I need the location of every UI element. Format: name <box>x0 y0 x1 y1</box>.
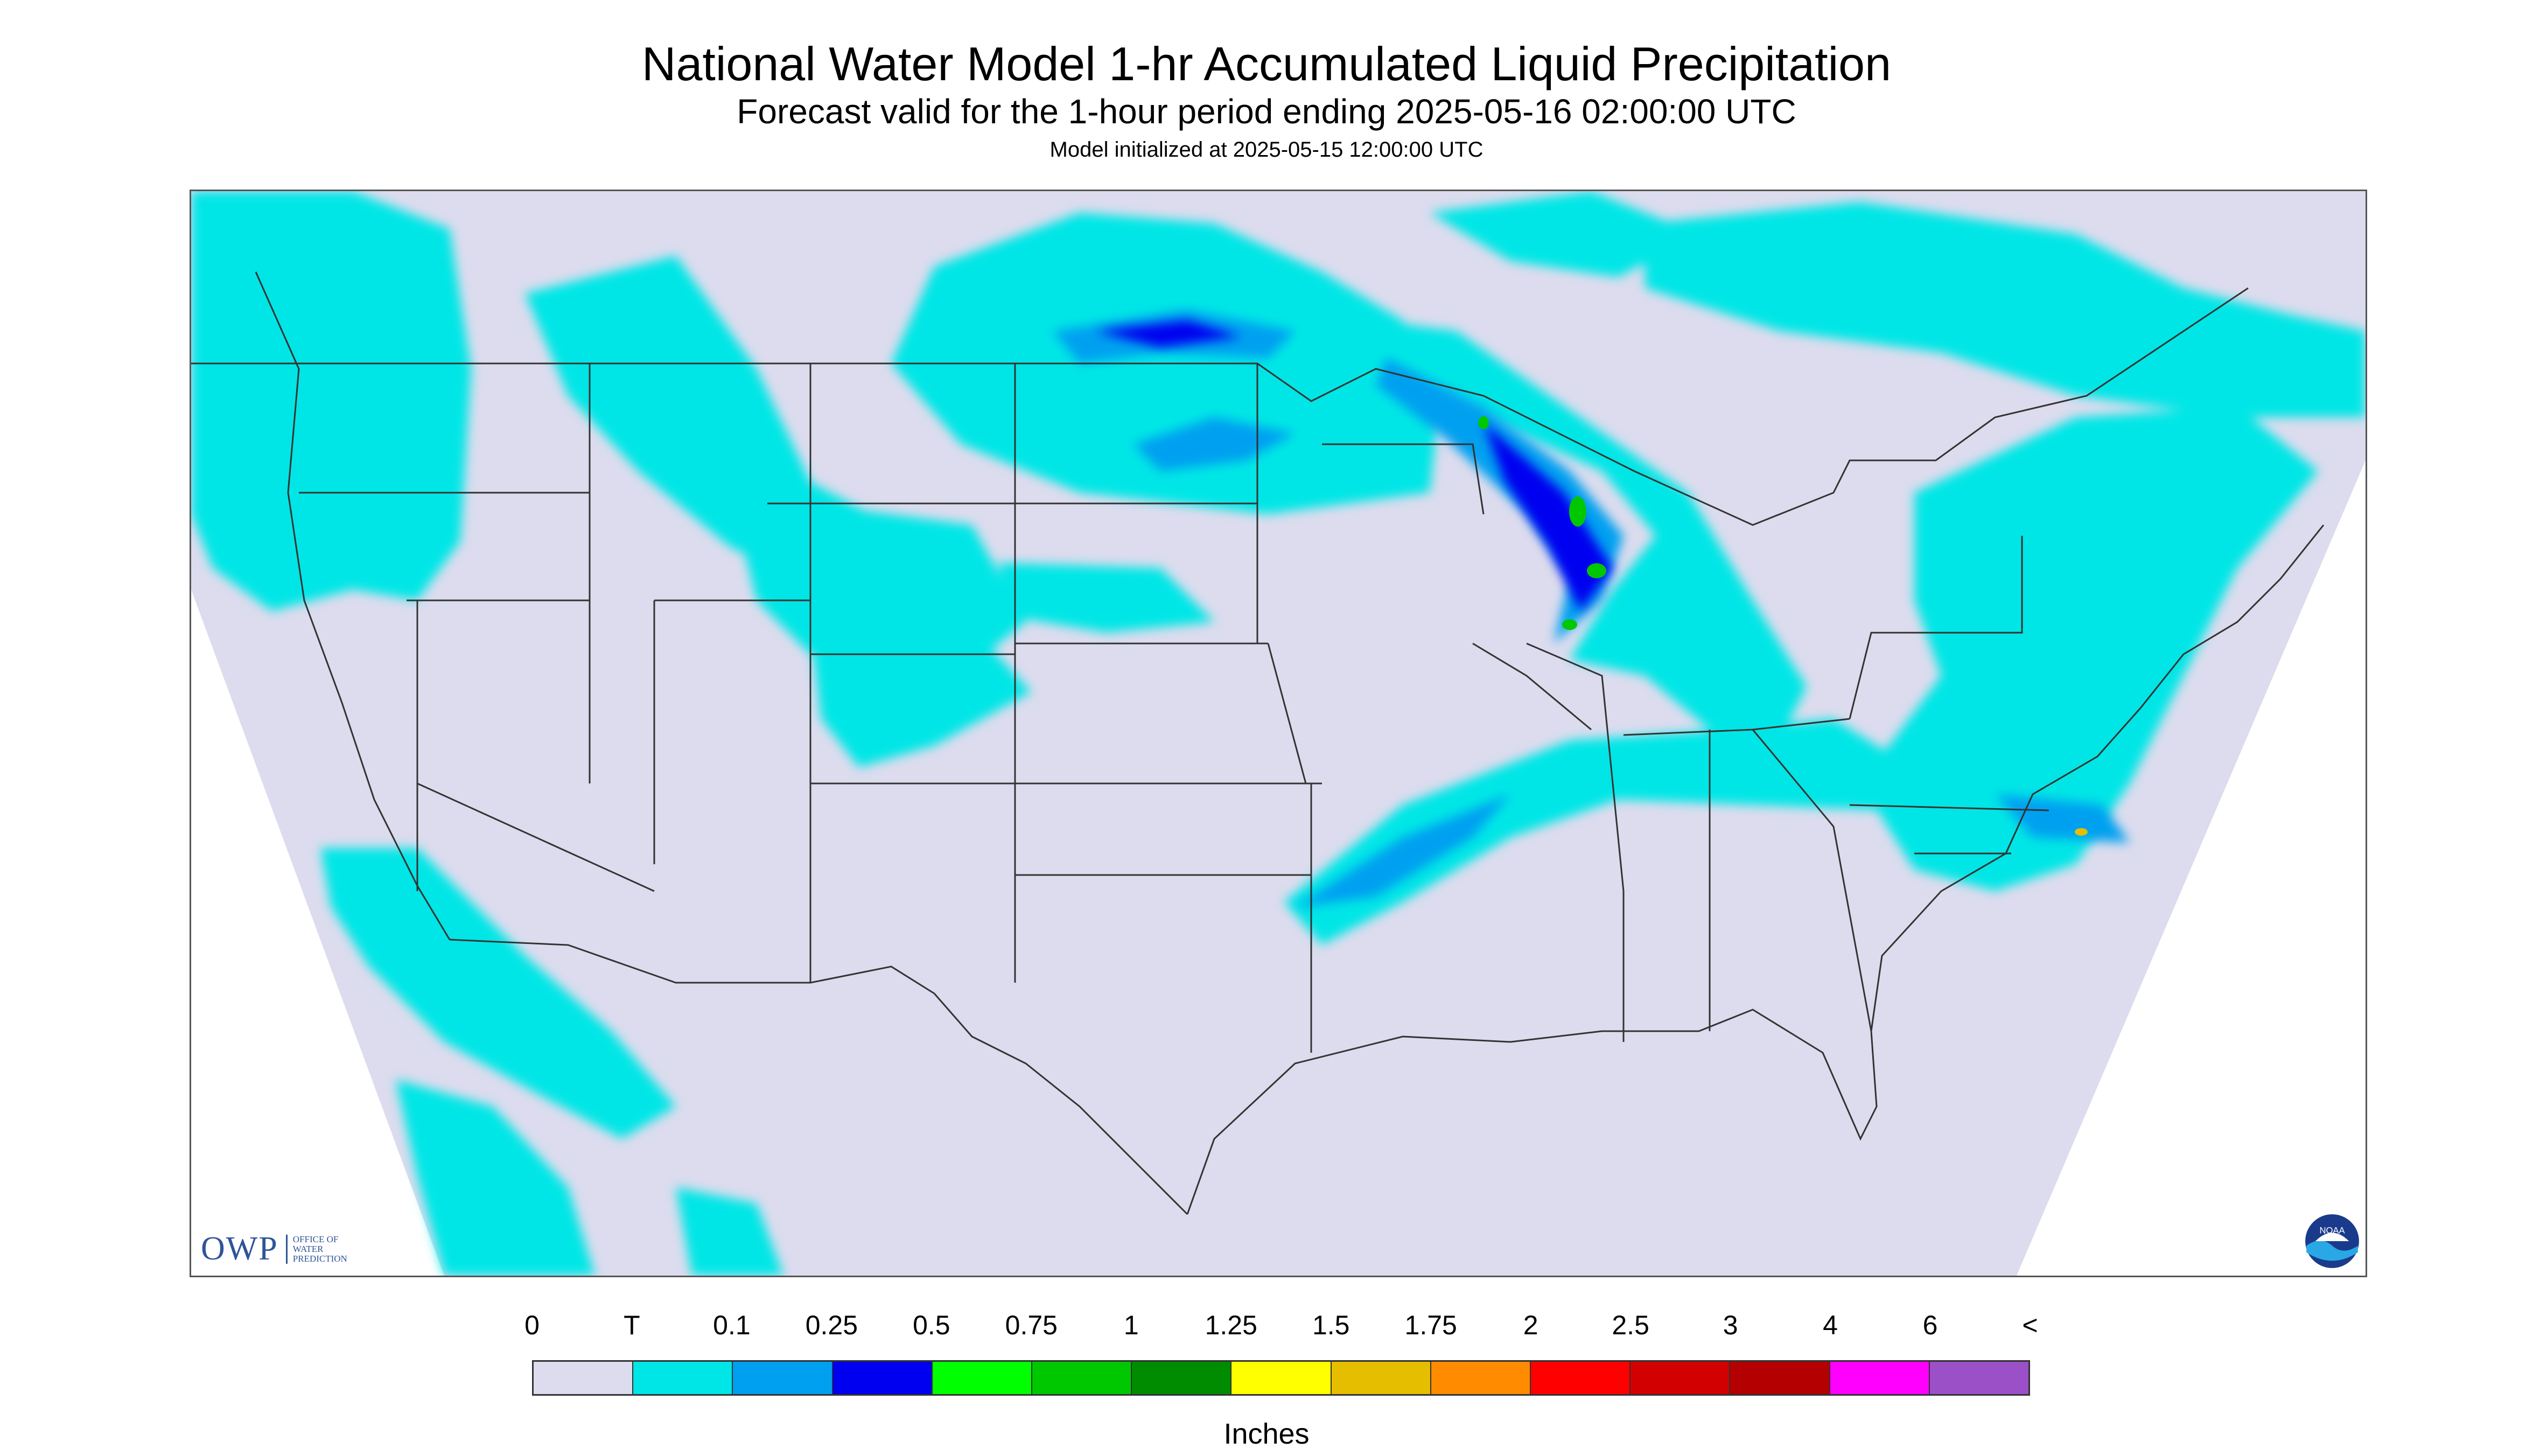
legend-swatch <box>534 1362 634 1394</box>
precip-area-lakes-band <box>1376 358 1624 643</box>
legend-swatch <box>733 1362 833 1394</box>
map-canvas <box>191 191 2366 1276</box>
precip-area-mexico-pacific <box>676 1187 783 1276</box>
legend-swatch <box>1431 1362 1531 1394</box>
precip-area-colorado <box>810 627 1031 767</box>
precip-area-pacific-offshore <box>191 256 288 493</box>
noaa-logo-text: NOAA <box>2319 1225 2345 1235</box>
legend-swatch <box>1730 1362 1830 1394</box>
noaa-logo: NOAA <box>2305 1214 2359 1268</box>
legend-tick-label: 1.25 <box>1205 1310 1257 1340</box>
precip-area-ontario <box>1645 202 2366 417</box>
precip-cell-nc-coast <box>2075 828 2088 836</box>
precip-area-dakota-core <box>1096 320 1241 347</box>
precipitation-map: OWP OFFICE OF WATER PREDICTION NOAA <box>190 190 2367 1277</box>
precip-area-ohio-valley-core <box>1295 794 1510 907</box>
precip-area-canada-north <box>1430 191 1699 277</box>
precip-heavy-areas <box>1478 416 2088 836</box>
precip-light-areas <box>1053 310 2130 907</box>
precip-area-ohio-valley <box>1284 719 1904 945</box>
color-scale-bar <box>532 1360 2030 1396</box>
precip-area-carolina-coast <box>1995 794 2130 843</box>
precip-area-nebraska <box>999 563 1214 633</box>
legend-swatch <box>832 1362 933 1394</box>
precip-moderate-areas <box>1096 320 1613 611</box>
legend-tick-label: 2.5 <box>1612 1310 1649 1340</box>
precip-area-baja <box>396 1080 595 1276</box>
legend-swatch <box>1929 1362 2029 1394</box>
political-boundaries <box>191 271 2325 1215</box>
model-init-note: Model initialized at 2025-05-15 12:00:00… <box>1049 138 1484 162</box>
legend-swatch <box>1531 1362 1631 1394</box>
legend-tick-label: < <box>2022 1310 2038 1340</box>
owp-sub-line: WATER <box>292 1243 324 1254</box>
legend-tick-label: 3 <box>1723 1310 1738 1340</box>
legend-tick-label: 1.5 <box>1312 1310 1350 1340</box>
legend-swatch <box>1631 1362 1731 1394</box>
legend-swatch <box>1132 1362 1232 1394</box>
legend-tick-label: 6 <box>1922 1310 1938 1340</box>
legend-tick-label: 2 <box>1523 1310 1538 1340</box>
legend-tick-label: 1 <box>1123 1310 1139 1340</box>
precip-area-northeast <box>1860 407 2318 891</box>
owp-sub-line: OFFICE OF <box>292 1234 339 1244</box>
legend-swatch <box>1830 1362 1930 1394</box>
precip-area-wyoming <box>730 493 1026 665</box>
owp-subtitle: OFFICE OF WATER PREDICTION <box>285 1234 347 1264</box>
legend-tick-label: 0.5 <box>913 1310 950 1340</box>
legend-tick-label: 0.75 <box>1005 1310 1058 1340</box>
legend-tick-label: 4 <box>1823 1310 1838 1340</box>
precip-cell-michigan-1 <box>1569 496 1586 527</box>
legend-swatch <box>633 1362 733 1394</box>
map-subtitle: Forecast valid for the 1-hour period end… <box>737 92 1796 131</box>
state-lines-west <box>299 363 1016 983</box>
precip-area-southwest <box>320 848 676 1139</box>
border-us-mexico <box>449 939 1188 1215</box>
legend-tick-label: 0.1 <box>713 1310 751 1340</box>
map-title: National Water Model 1-hr Accumulated Li… <box>641 37 1892 90</box>
legend-units: Inches <box>1223 1418 1310 1450</box>
legend-tick-label: 1.75 <box>1404 1310 1457 1340</box>
legend-swatch <box>1032 1362 1132 1394</box>
legend-tick-label: T <box>624 1310 640 1340</box>
precip-area-dakota-south <box>1133 417 1295 471</box>
precip-cell-wisconsin <box>1478 416 1489 429</box>
state-lines-east <box>1526 536 2049 1042</box>
owp-sub-line: PREDICTION <box>292 1253 347 1264</box>
owp-wordmark: OWP <box>201 1230 278 1267</box>
border-us-canada <box>191 287 2249 526</box>
owp-logo: OWP OFFICE OF WATER PREDICTION <box>201 1230 347 1268</box>
coastline-pacific <box>255 271 451 940</box>
legend-tick-label: 0 <box>524 1310 540 1340</box>
precip-cell-michigan-3 <box>1562 619 1577 630</box>
precip-area-lakes-core <box>1484 423 1613 611</box>
coastline-gulf <box>1186 524 2325 1215</box>
legend-swatch <box>1331 1362 1431 1394</box>
legend-tick-label: 0.25 <box>805 1310 858 1340</box>
precip-cell-michigan-2 <box>1587 563 1606 578</box>
legend-swatch <box>932 1362 1033 1394</box>
precip-area-great-lakes-band <box>1295 310 1807 751</box>
legend-swatch <box>1231 1362 1332 1394</box>
state-lines-central <box>1015 363 1592 1053</box>
